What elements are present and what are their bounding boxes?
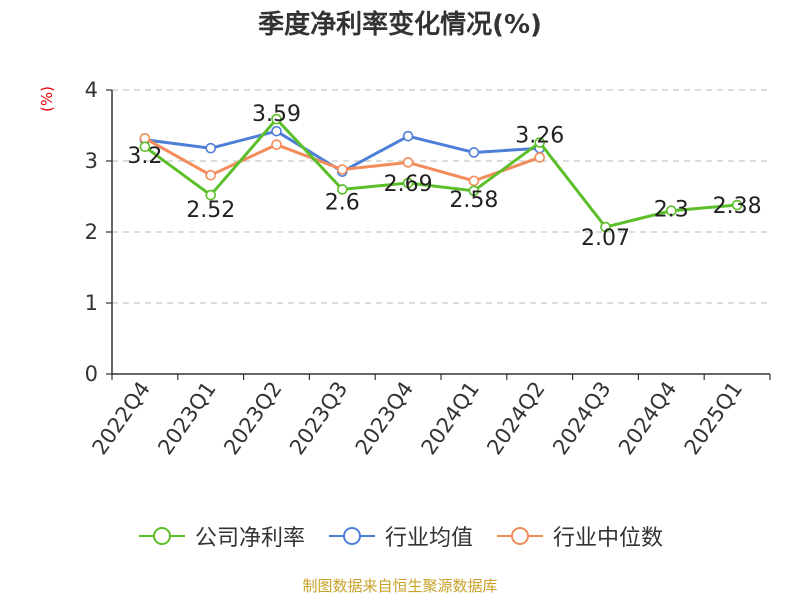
series-point-2: [205, 169, 216, 181]
series-point-0: [534, 137, 546, 148]
x-tick-label: 2025Q1: [680, 377, 747, 459]
legend-swatch-company-net-margin: [138, 527, 185, 545]
series-point-0: [665, 205, 677, 216]
legend-label-company-net-margin: 公司净利率: [194, 526, 305, 551]
series-point-1: [402, 130, 414, 142]
x-tick-label: 2023Q4: [351, 377, 418, 459]
legend: 公司净利率 行业均值 行业中位数: [0, 520, 800, 552]
series-point-2: [468, 175, 480, 187]
y-tick-label: 4: [85, 78, 98, 102]
x-tick-label: 2024Q2: [482, 377, 549, 459]
series-line-0: [144, 117, 738, 229]
series-point-2: [336, 164, 348, 175]
x-tick-label: 2023Q2: [219, 377, 286, 459]
data-label: 2.69: [384, 172, 433, 197]
x-tick-label: 2024Q1: [417, 377, 484, 459]
data-label: 2.6: [325, 190, 360, 215]
series-point-1: [468, 147, 480, 158]
legend-label-industry-mean: 行业均值: [384, 526, 473, 551]
series-point-1: [205, 142, 216, 154]
legend-swatch-industry-median: [497, 527, 543, 545]
chart-title: 季度净利率变化情况(%): [258, 10, 542, 40]
y-tick-label: 3: [85, 149, 98, 173]
data-label: 2.38: [713, 194, 762, 219]
series-point-0: [336, 184, 348, 195]
legend-label-industry-median: 行业中位数: [553, 526, 664, 551]
x-tick-label: 2023Q3: [285, 377, 352, 459]
x-tick-label: 2024Q3: [548, 377, 615, 459]
x-tick-label: 2022Q4: [88, 377, 155, 459]
legend-item-industry-median[interactable]: 行业中位数: [495, 520, 663, 552]
y-tick-label: 0: [85, 362, 98, 386]
x-tick-label: 2024Q4: [614, 377, 681, 459]
x-tick-label: 2023Q1: [153, 377, 220, 459]
legend-swatch-industry-mean: [328, 527, 375, 545]
data-label: 2.58: [449, 188, 498, 213]
legend-item-industry-mean[interactable]: 行业均值: [327, 520, 473, 552]
series-point-0: [600, 221, 611, 233]
series-point-2: [271, 139, 282, 150]
series-point-2: [402, 157, 414, 168]
data-label-layer: 3.2 2.52 3.59 2.6 2.69 2.58 3.26 2.07 2.3 2.38: [127, 102, 761, 251]
y-tick-label: 2: [85, 220, 98, 244]
series-point-0: [731, 199, 743, 211]
series-point-0: [205, 189, 216, 201]
series-point-0: [402, 177, 414, 189]
series-point-2: [534, 152, 546, 163]
series-point-2: [139, 132, 151, 144]
data-label: 2.3: [654, 198, 689, 223]
series-point-0: [271, 113, 282, 125]
series-layer: [139, 113, 743, 233]
series-point-0: [139, 141, 151, 153]
y-tick-label: 1: [85, 291, 98, 315]
series-point-0: [468, 185, 480, 197]
legend-item-company-net-margin[interactable]: 公司净利率: [137, 520, 305, 552]
data-label: 2.52: [186, 198, 235, 223]
data-label: 3.59: [252, 102, 301, 127]
data-label: 3.26: [515, 124, 564, 149]
data-label: 2.07: [581, 226, 630, 251]
series-point-1: [271, 125, 282, 137]
axis-layer: 012342022Q42023Q12023Q22023Q32023Q42024Q…: [85, 78, 771, 459]
data-source-footer: 制图数据来自恒生聚源数据库: [302, 577, 498, 595]
data-label: 3.2: [127, 144, 162, 169]
